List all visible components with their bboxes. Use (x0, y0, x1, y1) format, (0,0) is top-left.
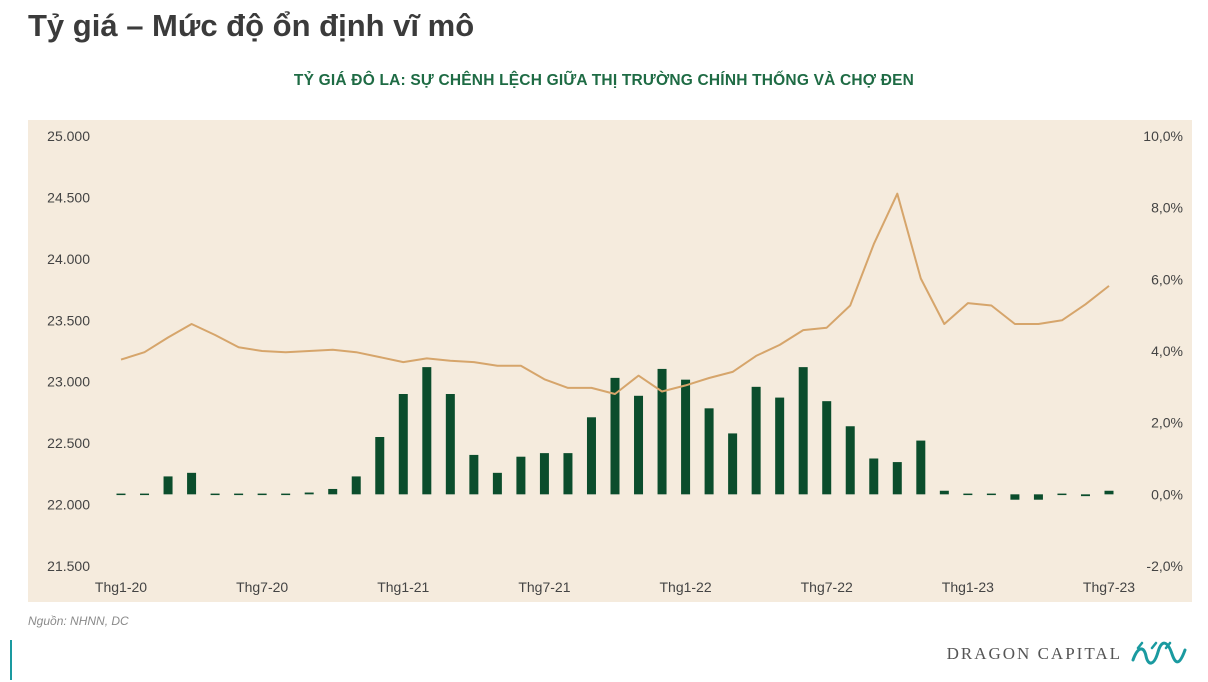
dragon-logo-icon (1131, 641, 1187, 665)
y-left-tick-label: 22.000 (47, 497, 90, 513)
bar (798, 367, 808, 495)
bar (328, 488, 338, 495)
bar (1080, 494, 1090, 497)
x-tick-label: Thg7-23 (1083, 579, 1135, 595)
x-tick-label: Thg7-20 (236, 579, 288, 595)
bar (892, 462, 902, 495)
y-left-tick-label: 22.500 (47, 435, 90, 451)
bar (116, 493, 126, 496)
bar (869, 458, 879, 495)
brand-name: DRAGON CAPITAL (946, 644, 1122, 663)
bar (681, 379, 691, 495)
y-left-tick-label: 21.500 (47, 558, 90, 574)
bar (398, 394, 408, 495)
page-title: Tỷ giá – Mức độ ổn định vĩ mô (28, 8, 475, 43)
bar (1057, 493, 1067, 496)
bar (1010, 494, 1020, 500)
x-tick-label: Thg1-20 (95, 579, 147, 595)
series-line (120, 192, 1110, 395)
y-left-tick-label: 23.500 (47, 312, 90, 328)
y-right-tick-label: 10,0% (1143, 128, 1183, 144)
bar (657, 368, 667, 495)
bar (704, 408, 714, 495)
bar (492, 472, 502, 495)
bar (422, 367, 432, 495)
bar (445, 394, 455, 495)
bar (845, 426, 855, 495)
bar (563, 453, 573, 495)
bar (751, 386, 761, 495)
bar (351, 476, 361, 495)
plot-area (28, 120, 1192, 602)
y-right-tick-label: -2,0% (1146, 558, 1183, 574)
y-left-tick-label: 24.000 (47, 251, 90, 267)
y-right-tick-label: 6,0% (1151, 271, 1183, 287)
bar (234, 493, 244, 496)
y-left-tick-label: 23.000 (47, 374, 90, 390)
bar (916, 440, 926, 495)
bar (304, 492, 314, 495)
y-left-tick-label: 24.500 (47, 189, 90, 205)
bar (516, 456, 526, 495)
chart-title: TỶ GIÁ ĐÔ LA: SỰ CHÊNH LỆCH GIỮA THỊ TRƯ… (293, 72, 915, 89)
bar (634, 395, 644, 495)
bar (1033, 494, 1043, 500)
bar (539, 453, 549, 495)
y-left-tick-label: 25.000 (47, 128, 90, 144)
footer-divider (10, 640, 12, 680)
y-right-tick-label: 8,0% (1151, 200, 1183, 216)
bar (375, 437, 385, 495)
source-note: Nguồn: NHNN, DC (28, 614, 129, 628)
bar (963, 493, 973, 496)
bar (140, 493, 150, 496)
bar (1104, 490, 1114, 495)
y-right-tick-label: 2,0% (1151, 415, 1183, 431)
bar (257, 493, 267, 496)
bar (281, 493, 291, 496)
y-right-tick-label: 0,0% (1151, 486, 1183, 502)
x-tick-label: Thg1-21 (377, 579, 429, 595)
x-tick-label: Thg7-21 (518, 579, 570, 595)
bar (187, 472, 197, 495)
bar (986, 493, 996, 496)
bar (610, 377, 620, 495)
x-tick-label: Thg1-23 (942, 579, 994, 595)
x-tick-label: Thg7-22 (801, 579, 853, 595)
bar (822, 401, 832, 495)
bar (469, 454, 479, 495)
bar (775, 397, 785, 495)
brand-block: DRAGON CAPITAL (947, 634, 1188, 674)
bar (939, 490, 949, 495)
bar (163, 476, 173, 495)
bar (586, 417, 596, 495)
y-right-tick-label: 4,0% (1151, 343, 1183, 359)
x-tick-label: Thg1-22 (659, 579, 711, 595)
bar (210, 493, 220, 496)
bar (728, 433, 738, 495)
